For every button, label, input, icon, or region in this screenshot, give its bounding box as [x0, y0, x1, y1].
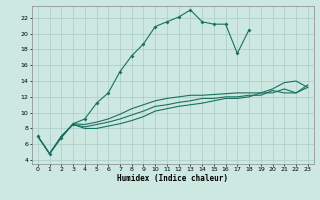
X-axis label: Humidex (Indice chaleur): Humidex (Indice chaleur)	[117, 174, 228, 183]
